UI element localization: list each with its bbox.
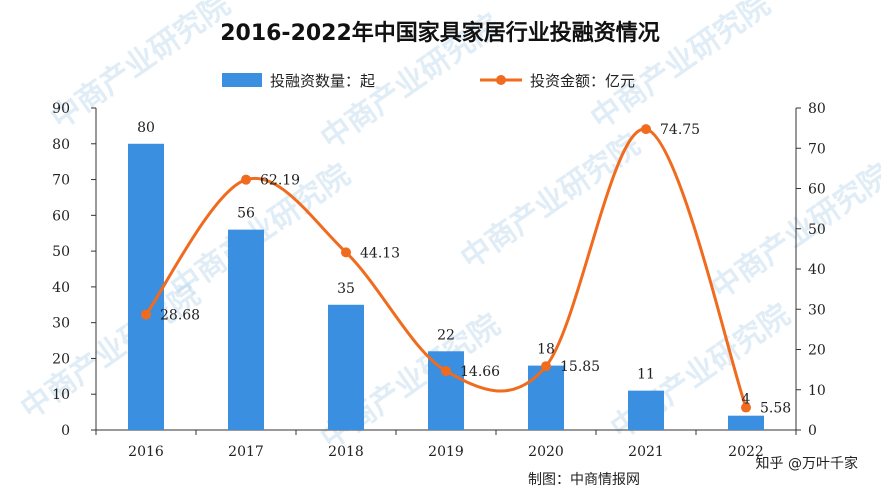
bar-value-label: 18: [537, 342, 555, 358]
chart-title: 2016-2022年中国家具家居行业投融资情况: [220, 20, 660, 46]
legend-bar-swatch: [222, 73, 262, 87]
line-value-label: 28.68: [160, 308, 200, 324]
line-point: [141, 309, 151, 320]
line-point: [741, 402, 751, 413]
x-tick-label: 2018: [328, 444, 364, 460]
y-right-tick-label: 0: [808, 423, 817, 439]
y-right-tick-label: 50: [808, 222, 826, 238]
bar-value-label: 56: [237, 206, 255, 222]
bar-value-label: 80: [137, 120, 155, 136]
bar-value-label: 11: [637, 367, 655, 383]
line-point: [441, 365, 451, 376]
legend-line-label: 投资金额：亿元: [530, 72, 635, 90]
watermark-text: 中商产业研究院: [455, 127, 647, 276]
line-series: [141, 124, 751, 413]
bar: [228, 229, 264, 430]
y-right-tick-label: 10: [808, 383, 826, 399]
bars: [128, 143, 764, 430]
line-value-label: 14.66: [460, 364, 500, 380]
line-value-label: 15.85: [560, 359, 600, 375]
watermark-text: 中商产业研究院: [705, 157, 881, 306]
source-label: 制图：中商情报网: [528, 472, 640, 488]
y-left-tick-label: 10: [52, 387, 70, 403]
y-right-tick-label: 20: [808, 343, 826, 359]
legend-line-marker: [496, 75, 506, 85]
y-left-tick-label: 0: [61, 423, 70, 439]
line-point: [241, 174, 251, 185]
bar: [328, 304, 364, 430]
bar: [728, 415, 764, 430]
legend-bar-label: 投融资数量：起: [270, 72, 375, 90]
line-point: [541, 361, 551, 372]
y-left-tick-label: 60: [52, 208, 70, 224]
bar-value-label: 22: [437, 327, 455, 343]
line-value-label: 62.19: [260, 173, 300, 189]
line-point: [641, 124, 651, 135]
x-tick-label: 2017: [228, 444, 264, 460]
bar: [128, 143, 164, 430]
x-tick-label: 2016: [128, 444, 164, 460]
line-point: [341, 247, 351, 258]
watermark-text: 中商产业研究院: [15, 277, 207, 426]
y-left-tick-label: 50: [52, 244, 70, 260]
y-left-tick-label: 80: [52, 137, 70, 153]
x-tick-label: 2019: [428, 444, 464, 460]
line-value-label: 74.75: [660, 122, 700, 138]
watermark-text: 中商产业研究院: [45, 0, 237, 137]
bar: [428, 351, 464, 430]
y-right-tick-label: 30: [808, 302, 826, 318]
bar-value-label: 35: [337, 281, 355, 297]
legend: 投融资数量：起 投资金额：亿元: [222, 72, 635, 90]
y-left-tick-label: 20: [52, 351, 70, 367]
y-right-tick-label: 60: [808, 182, 826, 198]
y-right-tick-label: 70: [808, 141, 826, 157]
y-left-tick-label: 30: [52, 316, 70, 332]
bar-value-label: 4: [742, 392, 751, 408]
y-right-tick-label: 40: [808, 262, 826, 278]
y-left-tick-label: 90: [52, 101, 70, 117]
footer-overlay: 知乎 @万叶千家: [756, 455, 858, 472]
x-tick-label: 2022: [728, 444, 764, 460]
line-value-label: 5.58: [760, 401, 791, 417]
y-left-tick-label: 70: [52, 173, 70, 189]
bar: [628, 390, 664, 430]
line-value-label: 44.13: [360, 245, 400, 261]
axes: 0 10 20 30 40 50 60 70 80 90 0 10 20 30 40 50 60 70 80 2016…: [52, 101, 826, 460]
x-tick-label: 2021: [628, 444, 664, 460]
y-right-tick-label: 80: [808, 101, 826, 117]
x-tick-label: 2020: [528, 444, 564, 460]
bar: [528, 365, 564, 430]
data-labels: 80 56 35 22 18 11 4 28.68 62.19 44.13 14.66 15.85 74…: [137, 120, 791, 417]
y-left-tick-label: 40: [52, 280, 70, 296]
